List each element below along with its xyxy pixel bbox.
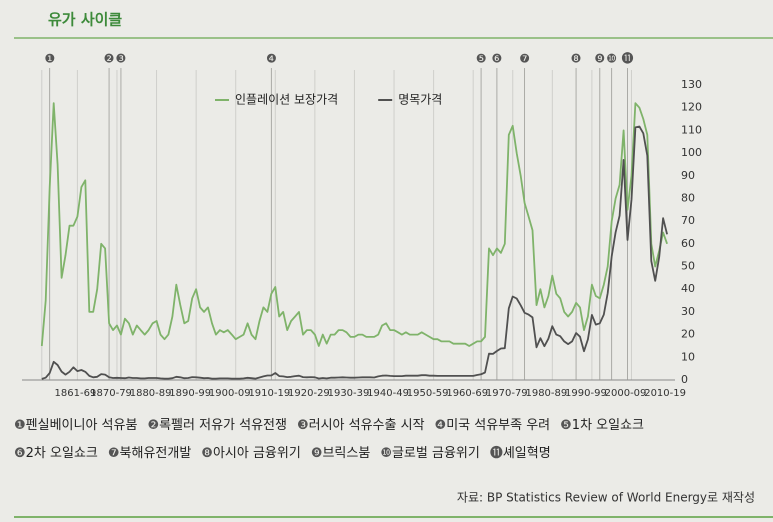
event-label: 브릭스붐 xyxy=(322,446,371,461)
x-tick-label: 1870-79 xyxy=(90,388,132,399)
event-label: 1차 오일쇼크 xyxy=(571,418,645,433)
event-marker: ❶ xyxy=(14,418,26,433)
event-marker: ❺ xyxy=(476,52,487,66)
event-item: ❿글로벌 금융위기 xyxy=(380,442,480,461)
x-tick-label: 2010-19 xyxy=(644,388,686,399)
event-marker: ❷ xyxy=(147,418,160,433)
y-tick-label: 60 xyxy=(681,237,695,250)
event-marker: ❿ xyxy=(380,446,392,461)
event-legend: ❶펜실베이니아 석유붐 ❷록펠러 저유가 석유전쟁 ❸러시아 석유수출 시작 ❹미국 … xyxy=(14,414,764,470)
y-tick-label: 110 xyxy=(681,123,702,136)
event-marker: ❾ xyxy=(310,446,323,461)
x-tick-label: 1920-29 xyxy=(288,388,330,399)
event-marker: ❽ xyxy=(571,52,582,66)
y-tick-label: 90 xyxy=(681,169,695,182)
x-tick-label: 1900-09 xyxy=(209,388,251,399)
y-tick-label: 0 xyxy=(681,373,688,386)
y-tick-label: 30 xyxy=(681,305,695,318)
y-tick-label: 130 xyxy=(681,78,702,91)
event-marker: ❼ xyxy=(107,446,120,461)
event-marker: ❿ xyxy=(606,52,617,66)
event-item: ❾브릭스붐 xyxy=(311,442,371,461)
event-label: 러시아 석유수출 시작 xyxy=(308,418,425,433)
event-marker: ❹ xyxy=(266,52,277,66)
source: 자료: BP Statistics Review of World Energy… xyxy=(457,491,755,505)
x-tick-label: 1880-89 xyxy=(130,388,172,399)
event-marker: ❶ xyxy=(44,52,55,66)
x-tick-label: 1861-69 xyxy=(55,388,97,399)
event-item: ❻2차 오일쇼크 xyxy=(14,442,98,461)
event-marker: ❹ xyxy=(434,418,447,433)
legend-label: 인플레이션 보장가격 xyxy=(235,93,338,107)
event-label: 2차 오일쇼크 xyxy=(25,446,98,461)
event-marker: ⓫ xyxy=(489,446,503,461)
event-marker: ❺ xyxy=(560,418,572,433)
event-item: ❺1차 오일쇼크 xyxy=(560,414,644,433)
event-item: ❽아시아 금융위기 xyxy=(201,442,301,461)
event-marker: ❻ xyxy=(14,446,26,461)
x-tick-label: 1990-99 xyxy=(565,388,607,399)
event-marker: ❸ xyxy=(296,418,309,433)
y-tick-label: 40 xyxy=(681,282,695,295)
event-label: 펜실베이니아 석유붐 xyxy=(25,418,138,433)
legend-label: 명목가격 xyxy=(398,93,442,107)
event-marker: ❼ xyxy=(519,52,530,66)
event-label: 글로벌 금융위기 xyxy=(391,446,480,461)
event-marker: ❻ xyxy=(492,52,503,66)
event-row: ❻2차 오일쇼크 ❼북해유전개발 ❽아시아 금융위기 ❾브릭스붐 ❿글로벌 금융위기 ⓫셰… xyxy=(14,442,764,461)
x-tick-label: 1890-99 xyxy=(169,388,211,399)
y-tick-label: 20 xyxy=(681,328,695,341)
x-tick-label: 1950-59 xyxy=(407,388,449,399)
x-tick-label: 2000-09 xyxy=(605,388,647,399)
series-line xyxy=(40,102,668,347)
event-item: ❼북해유전개발 xyxy=(108,442,191,461)
event-item: ❶펜실베이니아 석유붐 xyxy=(14,414,137,433)
x-tick-label: 1980-89 xyxy=(525,388,567,399)
series-line xyxy=(41,125,668,380)
y-tick-label: 10 xyxy=(681,350,695,363)
x-tick-label: 1940-49 xyxy=(367,388,409,399)
x-tick-label: 1970-79 xyxy=(486,388,528,399)
event-row: ❶펜실베이니아 석유붐 ❷록펠러 저유가 석유전쟁 ❸러시아 석유수출 시작 ❹미국 … xyxy=(14,414,764,433)
event-marker: ❽ xyxy=(201,446,213,461)
event-marker: ⓫ xyxy=(622,52,634,66)
event-label: 록펠러 저유가 석유전쟁 xyxy=(159,418,287,433)
event-item: ❷록펠러 저유가 석유전쟁 xyxy=(147,414,287,433)
x-tick-label: 1910-19 xyxy=(248,388,290,399)
y-tick-label: 100 xyxy=(681,146,702,159)
event-item: ❸러시아 석유수출 시작 xyxy=(297,414,425,433)
event-marker: ❷ xyxy=(104,52,115,66)
event-label: 셰일혁명 xyxy=(502,446,551,461)
chart-title: 유가 사이클 xyxy=(48,11,122,29)
event-item: ⓫셰일혁명 xyxy=(490,442,551,461)
y-tick-label: 80 xyxy=(681,191,695,204)
event-label: 아시아 금융위기 xyxy=(212,446,301,461)
y-tick-label: 70 xyxy=(681,214,695,227)
event-marker: ❸ xyxy=(116,52,127,66)
event-marker: ❾ xyxy=(594,52,605,66)
event-item: ❹미국 석유부족 우려 xyxy=(435,414,551,433)
x-tick-label: 1960-69 xyxy=(446,388,488,399)
x-tick-label: 1930-39 xyxy=(328,388,370,399)
event-label: 미국 석유부족 우려 xyxy=(446,418,551,433)
y-tick-label: 50 xyxy=(681,260,695,273)
y-tick-label: 120 xyxy=(681,101,702,114)
event-label: 북해유전개발 xyxy=(119,446,192,461)
